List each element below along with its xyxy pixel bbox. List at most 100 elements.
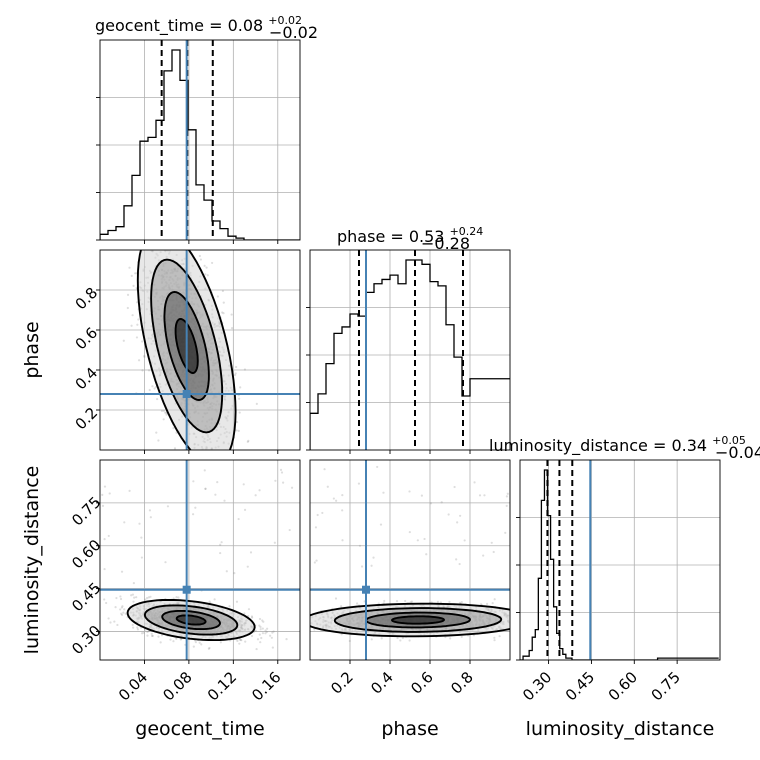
sample-point (323, 468, 326, 471)
sample-point (176, 210, 178, 212)
sample-point (236, 639, 239, 643)
sample-point (146, 630, 149, 633)
sample-point (149, 595, 152, 598)
sample-point (191, 513, 195, 516)
sample-point (247, 608, 251, 611)
sample-point (255, 647, 258, 651)
sample-point (107, 534, 110, 538)
sample-point (137, 318, 140, 321)
sample-point (208, 600, 211, 603)
sample-point (404, 599, 407, 603)
sample-point (460, 635, 463, 638)
sample-point (120, 606, 123, 609)
x-tick-label: 0.75 (648, 668, 684, 704)
sample-point (121, 605, 124, 608)
sample-point (258, 617, 262, 621)
x-tick-label: 0.08 (159, 668, 195, 704)
sample-point (490, 541, 493, 544)
panel-frame (99, 39, 301, 241)
contour-level-3 (174, 318, 199, 374)
sample-point (239, 638, 242, 641)
sample-point (156, 397, 159, 401)
sample-point (491, 601, 494, 605)
sample-point (151, 233, 153, 235)
sample-point (528, 616, 530, 618)
sample-point (219, 543, 222, 546)
sample-point (259, 625, 262, 629)
title-phase: phase = 0.53 +0.24 (337, 225, 483, 246)
sample-point (247, 614, 250, 618)
sample-point (127, 218, 129, 220)
histogram-phase (310, 259, 510, 450)
plot-area (520, 460, 719, 660)
sample-point (177, 242, 179, 244)
sample-point (159, 641, 162, 644)
sample-point (201, 457, 203, 459)
sample-point (272, 630, 275, 633)
sample-point (135, 229, 137, 231)
sample-point (280, 471, 284, 474)
sample-point (341, 539, 344, 542)
y-tick-label: 0.4 (72, 364, 102, 394)
sample-point (155, 243, 157, 245)
sample-point (147, 223, 149, 225)
sample-point (357, 482, 361, 485)
sample-point (103, 598, 106, 601)
sample-point (523, 602, 525, 604)
sample-point (423, 537, 426, 541)
sample-point (219, 472, 221, 474)
sample-point (383, 599, 386, 603)
sample-point (296, 615, 298, 617)
sample-point (140, 632, 144, 635)
sample-point (429, 502, 433, 505)
sample-point (214, 493, 217, 496)
sample-point (194, 467, 196, 469)
sample-point (238, 491, 240, 493)
sample-point (286, 615, 288, 617)
sample-point (159, 247, 161, 249)
sample-point (401, 636, 404, 640)
sample-point (124, 612, 127, 615)
sample-point (379, 523, 383, 526)
sample-point (293, 622, 295, 624)
sample-point (212, 466, 214, 468)
sample-point (204, 487, 207, 490)
sample-point (164, 243, 166, 245)
sample-point (529, 626, 531, 628)
sample-point (520, 624, 522, 626)
sample-point (141, 223, 143, 225)
sample-point (153, 387, 156, 390)
sample-point (222, 466, 224, 468)
sample-point (512, 609, 514, 611)
sample-point (261, 619, 264, 622)
sample-point (246, 440, 249, 443)
sample-point (460, 601, 463, 604)
sample-point (131, 314, 134, 317)
sample-point (157, 439, 160, 442)
x-tick-label: 0.4 (367, 668, 397, 698)
sample-point (234, 372, 237, 375)
sample-point (250, 634, 254, 638)
sample-point (147, 240, 149, 242)
sample-point (408, 639, 411, 642)
sample-point (258, 633, 261, 636)
sample-point (177, 596, 180, 599)
sample-point (306, 620, 308, 622)
sample-point (262, 620, 265, 623)
sample-point (370, 564, 373, 567)
sample-point (205, 266, 208, 269)
sample-point (516, 616, 518, 618)
sample-point (177, 233, 179, 235)
sample-point (170, 244, 172, 246)
sample-point (155, 210, 157, 212)
sample-point (483, 494, 486, 497)
sample-point (453, 485, 456, 489)
sample-point (225, 570, 228, 573)
sample-point (109, 621, 112, 624)
sample-point (376, 465, 379, 469)
x-tick-label: 0.6 (407, 668, 437, 698)
sample-point (238, 411, 241, 414)
sample-point (514, 616, 516, 618)
sample-point (513, 618, 515, 620)
sample-point (137, 359, 141, 362)
